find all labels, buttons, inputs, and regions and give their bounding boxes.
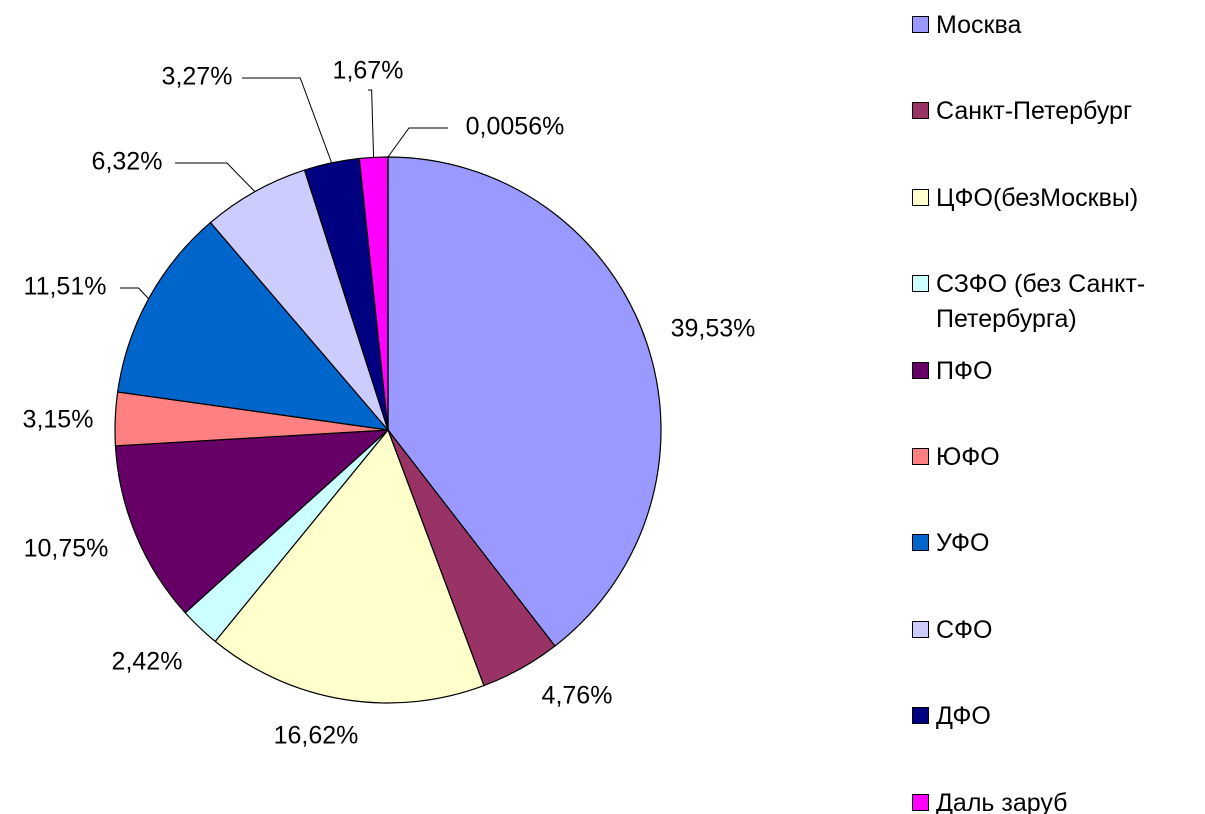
legend-swatch [912,361,929,379]
data-label: 1,67% [333,57,404,85]
data-label: 3,27% [162,63,233,91]
legend-item: Санкт-Петербург [912,94,1197,129]
legend-swatch [912,534,929,552]
legend-label: СЗФО (без Санкт-Петербурга) [936,270,1146,334]
legend-item: Москва [912,8,1197,43]
legend-label: ЮФО [936,443,1000,471]
leader-line [242,77,333,164]
legend-label: ЦФО(безМосквы) [936,183,1139,212]
legend-label: Москва [936,11,1022,39]
data-label: 4,76% [542,682,613,710]
data-label: 6,32% [92,148,163,176]
data-label: 3,15% [23,406,94,434]
legend-item: ЦФО(безМосквы) [912,181,1197,216]
data-label: 0,0056% [466,113,565,141]
pie-slice [214,428,485,704]
legend-item: ЮФО [912,440,1197,475]
data-label: 11,51% [24,273,107,301]
legend-label: ДФО [936,702,991,731]
data-label: 2,42% [112,648,183,676]
legend-swatch [912,793,929,811]
legend-label: УФО [936,529,990,558]
leader-line [120,287,149,300]
legend-swatch [912,102,929,120]
legend-swatch [912,707,929,725]
legend-label: Даль заруб [936,788,1068,814]
legend-item: СЗФО (без Санкт-Петербурга) [912,267,1197,337]
legend-item: УФО [912,526,1197,561]
legend-label: Санкт-Петербург [936,97,1133,126]
legend-item: Даль заруб [912,786,1197,814]
pie-slice [116,221,390,431]
legend-swatch [912,16,929,33]
legend-swatch [912,620,929,638]
data-label: 39,53% [671,315,756,343]
leader-line [368,89,375,158]
data-label: 16,62% [274,722,359,750]
legend-item: СФО [912,613,1197,648]
legend-item: ДФО [912,699,1197,734]
legend-swatch [912,448,929,465]
legend-label: ПФО [936,356,993,385]
pie-slice [387,156,662,647]
legend-item: ПФО [912,354,1197,389]
data-label: 10,75% [24,535,109,563]
legend-swatch [912,188,929,206]
leader-line [387,127,448,158]
leader-line [175,162,256,192]
legend-swatch [912,275,929,293]
legend-label: СФО [936,615,993,644]
pie-slice [114,429,390,614]
